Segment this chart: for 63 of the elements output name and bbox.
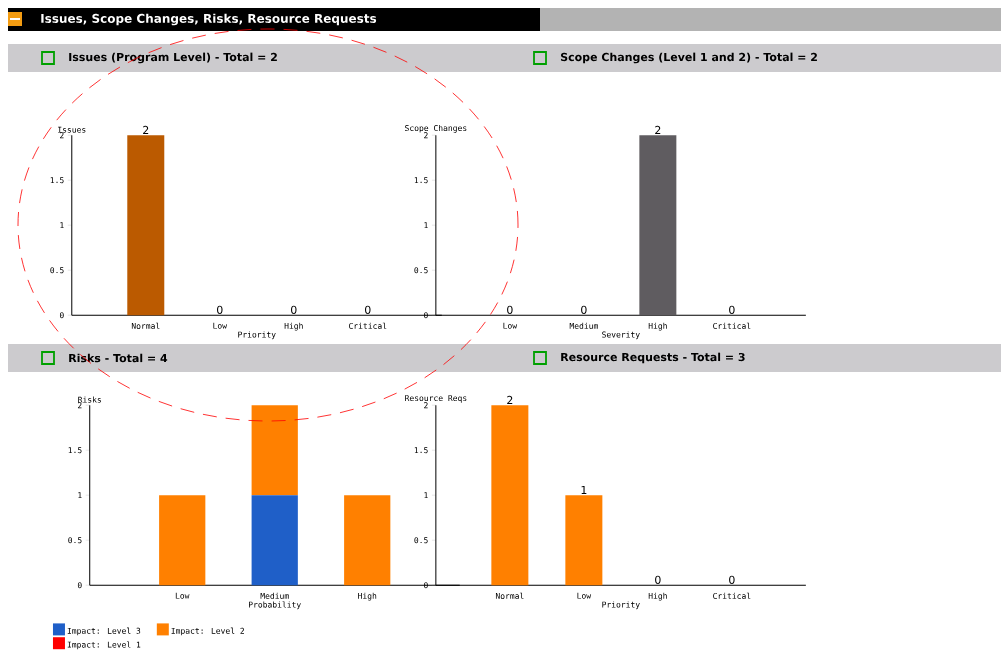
x-tick-label: Normal bbox=[495, 592, 524, 599]
data-label: 0 bbox=[655, 575, 661, 584]
legend-label: Impact: Level 2 bbox=[171, 627, 244, 636]
y-axis-title: Resource Reqs bbox=[405, 395, 467, 403]
y-tick-label: 0.5 bbox=[50, 267, 64, 274]
data-label: 0 bbox=[291, 305, 297, 314]
x-axis-title: Probability bbox=[249, 601, 301, 610]
x-tick-label: Critical bbox=[349, 322, 387, 329]
y-tick-label: 2 bbox=[60, 132, 64, 139]
data-label: 1 bbox=[581, 485, 587, 494]
y-axis-title: Scope Changes bbox=[405, 124, 467, 133]
y-tick-label: 1 bbox=[424, 222, 428, 229]
y-tick-label: 0 bbox=[424, 582, 428, 589]
x-tick-label: Normal bbox=[131, 322, 160, 329]
x-tick-label: High bbox=[358, 592, 377, 601]
y-axis-title: Issues bbox=[58, 126, 86, 133]
chart-title: Risks - Total = 4 bbox=[69, 353, 168, 363]
text: Issues, Scope Changes, Risks, Resource Requests bbox=[41, 13, 377, 26]
legend-label: Impact: Level 3 bbox=[67, 627, 141, 636]
x-axis-title: Priority bbox=[238, 331, 276, 340]
y-tick-label: 1.5 bbox=[50, 177, 64, 184]
x-tick-label: Low bbox=[213, 322, 227, 329]
y-tick-label: 0.5 bbox=[414, 537, 428, 544]
y-tick-label: 2 bbox=[424, 402, 428, 409]
data-label: 0 bbox=[729, 305, 735, 314]
x-tick-label: Low bbox=[577, 592, 592, 599]
y-tick-label: 2 bbox=[77, 402, 82, 409]
y-tick-label: 1 bbox=[78, 492, 82, 499]
x-tick-label: Medium bbox=[569, 322, 598, 329]
x-tick-label: Critical bbox=[713, 592, 751, 599]
data-label: 0 bbox=[729, 575, 735, 584]
chart-title: Resource Requests - Total = 3 bbox=[561, 352, 745, 364]
data-label: 0 bbox=[217, 305, 223, 314]
y-tick-label: 1 bbox=[60, 222, 64, 229]
x-tick-label: High bbox=[284, 322, 303, 331]
y-axis-title: Risks bbox=[78, 396, 101, 403]
y-tick-label: 0 bbox=[59, 312, 64, 319]
y-tick-label: 0 bbox=[424, 312, 428, 319]
x-tick-label: High bbox=[648, 322, 667, 331]
data-label: 0 bbox=[581, 305, 587, 314]
x-axis-title: Priority bbox=[602, 601, 640, 610]
data-label: 2 bbox=[143, 125, 149, 134]
chart-title: Scope Changes (Level 1 and 2) - Total = 2 bbox=[560, 52, 817, 64]
y-tick-label: 1 bbox=[424, 492, 428, 499]
x-axis-title: Severity bbox=[602, 331, 640, 340]
x-tick-label: Critical bbox=[713, 322, 751, 329]
y-tick-label: 1.5 bbox=[414, 177, 428, 184]
y-tick-label: 2 bbox=[424, 132, 428, 139]
x-tick-label: Low bbox=[175, 592, 190, 599]
x-tick-label: High bbox=[648, 592, 667, 601]
x-tick-label: Low bbox=[503, 322, 518, 329]
data-label: 0 bbox=[507, 305, 513, 314]
data-label: 2 bbox=[507, 395, 513, 404]
data-label: 0 bbox=[365, 305, 371, 314]
data-label: 2 bbox=[655, 125, 661, 134]
y-tick-label: 0.5 bbox=[68, 537, 82, 544]
y-tick-label: 1.5 bbox=[414, 447, 428, 454]
y-tick-label: 1.5 bbox=[68, 447, 82, 454]
legend-label: Impact: Level 1 bbox=[67, 641, 141, 650]
chart-title: Issues (Program Level) - Total = 2 bbox=[69, 52, 277, 64]
x-tick-label: Medium bbox=[260, 592, 289, 599]
y-tick-label: 0 bbox=[77, 582, 82, 589]
y-tick-label: 0.5 bbox=[414, 267, 428, 274]
